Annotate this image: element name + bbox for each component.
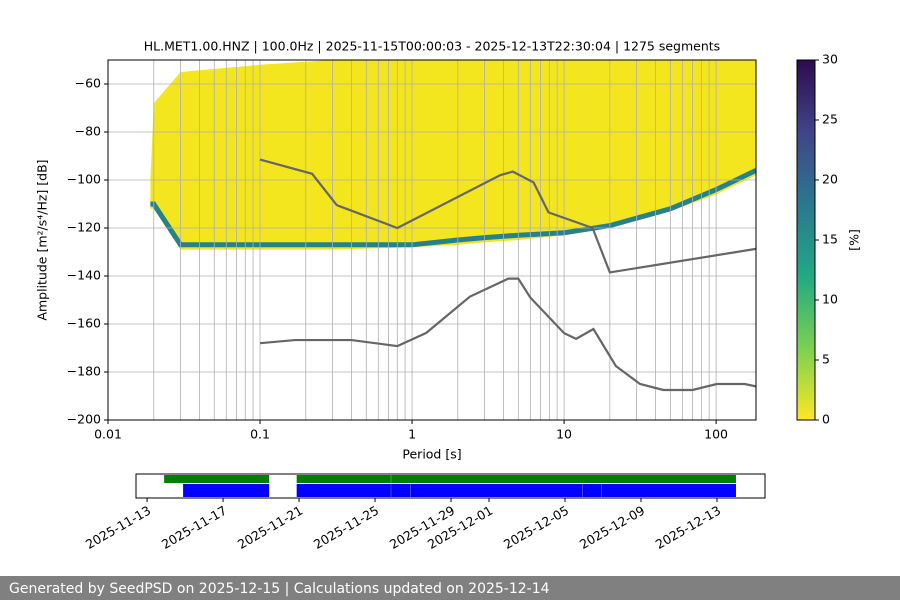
y-tick-label: −180	[67, 364, 101, 379]
y-tick-label: −160	[67, 316, 101, 331]
availability-segment	[391, 475, 736, 483]
time-tick-label: 2025-11-21	[235, 503, 305, 552]
colorbar-tick-label: 15	[822, 232, 838, 247]
timeline-frame	[135, 473, 766, 499]
chart-title: HL.MET1.00.HNZ | 100.0Hz | 2025-11-15T00…	[144, 39, 720, 54]
time-tick-label: 2025-11-17	[159, 503, 229, 552]
availability-segment	[296, 475, 391, 483]
psd-density	[150, 60, 756, 250]
footer-bar	[0, 576, 900, 600]
y-tick-label: −120	[67, 220, 101, 235]
colorbar-tick-label: 0	[822, 412, 830, 427]
time-tick-label: 2025-11-25	[311, 503, 381, 552]
psd-mode	[150, 168, 756, 248]
footer-text: Generated by SeedPSD on 2025-12-15 | Cal…	[9, 581, 550, 597]
colorbar-tick-label: 10	[822, 292, 838, 307]
colorbar-tick-label: 20	[822, 172, 838, 187]
availability-segment	[183, 484, 270, 497]
time-tick-label: 2025-12-05	[501, 503, 571, 552]
x-tick-label: 1	[408, 427, 416, 442]
availability-segment	[296, 484, 391, 497]
availability-segment	[391, 484, 411, 497]
availability-segment	[582, 484, 602, 497]
time-tick-label: 2025-11-13	[83, 503, 153, 552]
noise-model-line	[259, 158, 756, 274]
y-tick-label: −80	[75, 124, 101, 139]
y-axis-label: Amplitude [m²/s⁴/Hz] [dB]	[35, 159, 50, 320]
time-tick-label: 2025-12-13	[653, 503, 723, 552]
noise-model-line	[259, 277, 756, 392]
y-tick-label: −100	[67, 172, 101, 187]
colorbar-tick-label: 30	[822, 52, 838, 67]
colorbar-label: [%]	[847, 229, 862, 251]
colorbar-tick-label: 5	[822, 352, 830, 367]
time-tick-label: 2025-12-09	[577, 503, 647, 552]
y-tick-label: −140	[67, 268, 101, 283]
y-tick-label: −60	[75, 76, 101, 91]
x-tick-label: 0.1	[250, 427, 270, 442]
x-tick-label: 100	[704, 427, 728, 442]
x-tick-label: 0.01	[94, 427, 122, 442]
plot-frame	[107, 59, 757, 421]
colorbar-tick-label: 25	[822, 112, 838, 127]
y-tick-label: −200	[67, 412, 101, 427]
colorbar	[796, 59, 816, 421]
availability-segment	[164, 475, 270, 483]
x-tick-label: 10	[556, 427, 572, 442]
x-axis-label: Period [s]	[402, 447, 461, 462]
plot-area	[108, 60, 756, 420]
availability-segment	[601, 484, 736, 497]
availability-segment	[410, 484, 583, 497]
